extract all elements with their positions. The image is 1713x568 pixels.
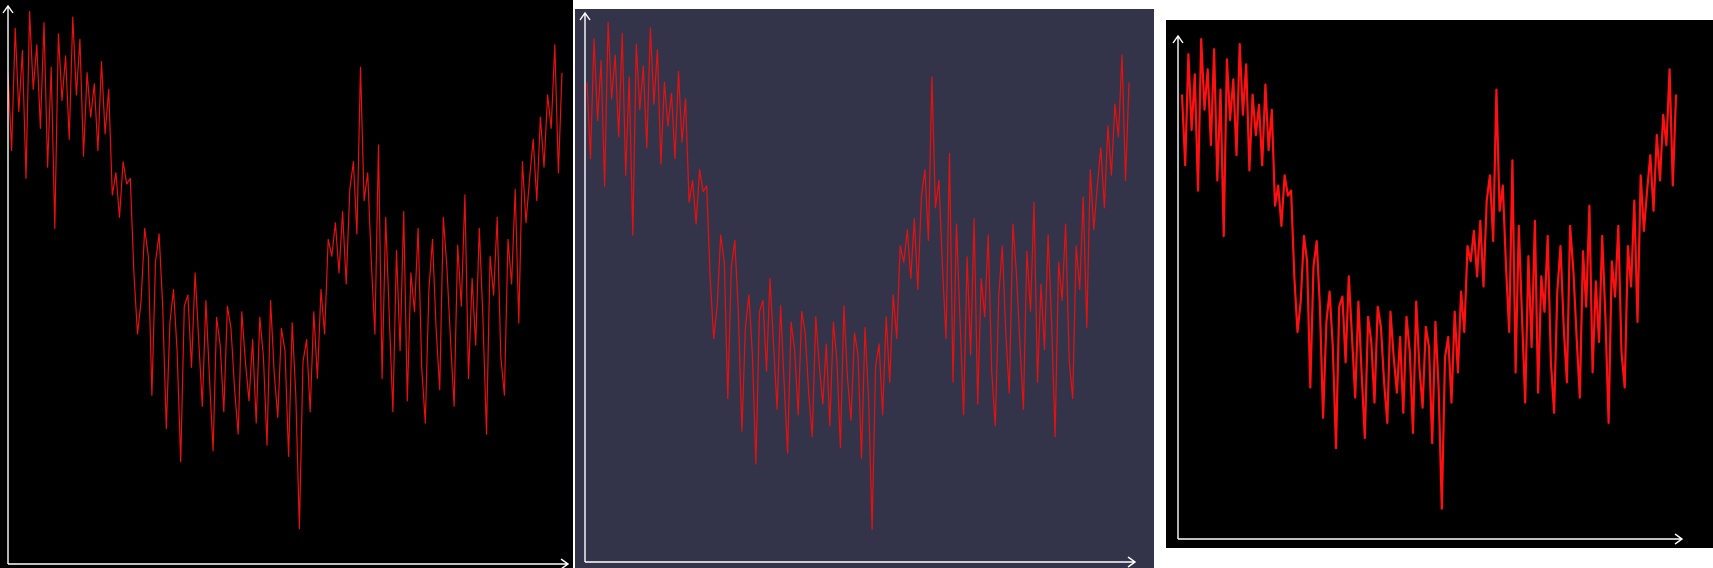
chart-panel-2 [575, 9, 1154, 568]
chart-panel-3 [1166, 20, 1713, 548]
chart-panel-1 [0, 0, 573, 568]
series-line [1180, 38, 1678, 510]
y-axis-arrow [579, 11, 591, 21]
series-line [586, 21, 1130, 530]
chart-svg [1166, 20, 1713, 548]
x-axis-arrow [560, 558, 570, 568]
x-axis-arrow [1674, 533, 1684, 545]
series-line [7, 11, 563, 530]
y-axis-arrow [1172, 34, 1184, 44]
chart-svg [0, 0, 573, 568]
chart-svg [575, 9, 1154, 568]
x-axis-arrow [1127, 556, 1137, 568]
y-axis-arrow [2, 4, 14, 14]
plot-background [0, 0, 573, 568]
